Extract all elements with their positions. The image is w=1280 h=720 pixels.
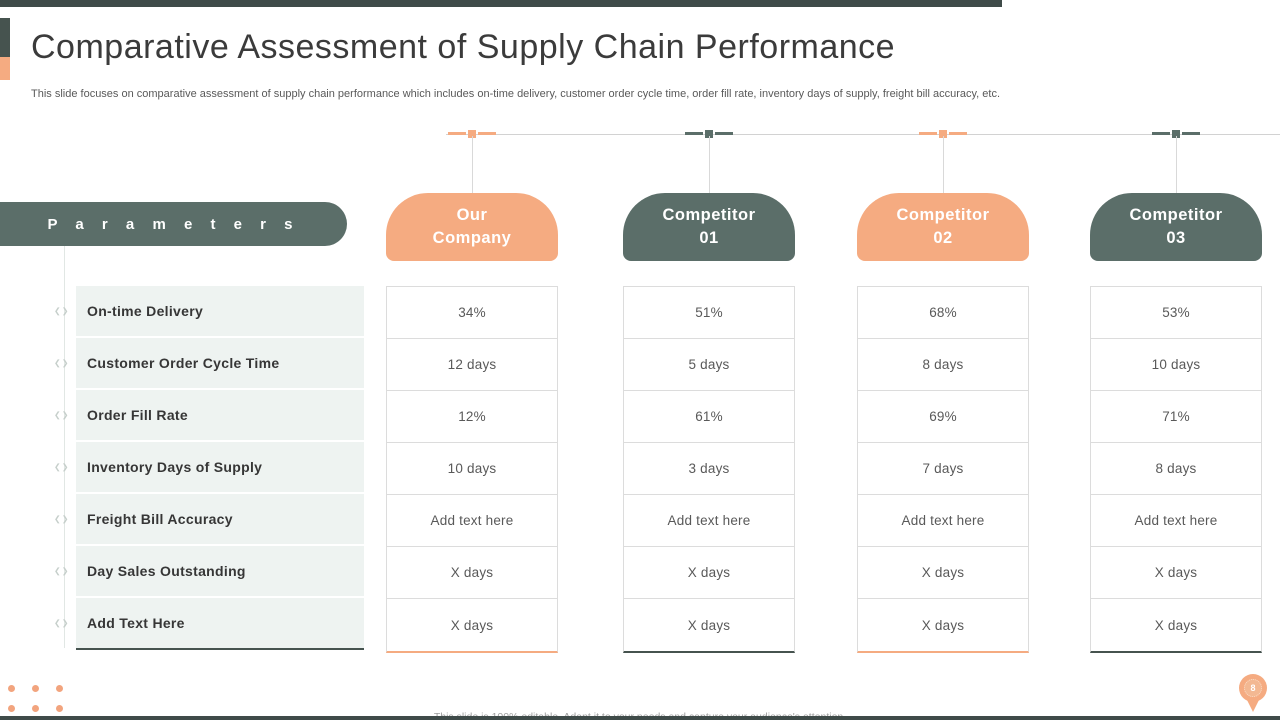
connector-line [446, 134, 1280, 135]
tick-left-icon [448, 132, 466, 135]
value-cell[interactable]: Add text here [624, 495, 794, 547]
tick-right-icon [1182, 132, 1200, 135]
value-cell[interactable]: 7 days [858, 443, 1028, 495]
footer-note: This slide is 100% editable. Adapt it to… [0, 711, 1280, 720]
title-accent-peach [0, 57, 10, 80]
value-column-2: 68% 8 days 69% 7 days Add text here X days X d… [857, 286, 1029, 653]
row-marker-icon: ❮❯ [54, 618, 70, 628]
value-cell[interactable]: 12 days [387, 339, 557, 391]
dot-icon [32, 685, 39, 692]
row-marker-icon: ❮❯ [54, 306, 70, 316]
page-number: 8 [1244, 679, 1262, 697]
value-cell[interactable]: X days [858, 547, 1028, 599]
parameters-header: P a r a m e t e r s [0, 202, 347, 246]
tick-right-icon [478, 132, 496, 135]
value-cell[interactable]: 51% [624, 287, 794, 339]
parameter-label-row: ❮❯ Order Fill Rate [54, 390, 364, 440]
bottom-accent-bar [0, 716, 1280, 720]
value-cell[interactable]: 10 days [387, 443, 557, 495]
value-cell[interactable]: 71% [1091, 391, 1261, 443]
parameter-label: Customer Order Cycle Time [87, 355, 280, 371]
tick-right-icon [949, 132, 967, 135]
value-cell[interactable]: 68% [858, 287, 1028, 339]
parameter-label: On-time Delivery [87, 303, 204, 319]
tick-left-icon [685, 132, 703, 135]
value-cell[interactable]: 3 days [624, 443, 794, 495]
row-marker-icon: ❮❯ [54, 358, 70, 368]
connector-drop-line [472, 136, 473, 193]
value-cell[interactable]: X days [921, 617, 965, 633]
dot-icon [8, 705, 15, 712]
value-cell[interactable]: 5 days [624, 339, 794, 391]
column-header-0: Our Company [386, 193, 558, 261]
value-cell[interactable]: X days [1091, 547, 1261, 599]
parameter-label: Add Text Here [87, 615, 185, 631]
column-header-3: Competitor 03 [1090, 193, 1262, 261]
dot-icon [56, 705, 63, 712]
row-marker-icon: ❮❯ [54, 410, 70, 420]
tick-right-icon [715, 132, 733, 135]
tick-square-icon [1172, 130, 1180, 138]
value-cell[interactable]: 61% [624, 391, 794, 443]
title-accent-dark [0, 18, 10, 57]
row-marker-icon: ❮❯ [54, 514, 70, 524]
dot-icon [56, 685, 63, 692]
parameter-label-row: ❮❯ Customer Order Cycle Time [54, 338, 364, 388]
value-cell[interactable]: 53% [1091, 287, 1261, 339]
parameter-label-row: ❮❯ Freight Bill Accuracy [54, 494, 364, 544]
top-accent-bar [0, 0, 1002, 7]
page-title: Comparative Assessment of Supply Chain P… [31, 28, 896, 66]
connector-drop-line [1176, 136, 1177, 193]
value-cell[interactable]: Add text here [1091, 495, 1261, 547]
value-cell[interactable]: 8 days [1091, 443, 1261, 495]
value-cell[interactable]: 8 days [858, 339, 1028, 391]
connector-drop-line [943, 136, 944, 193]
parameter-label-row: ❮❯ Inventory Days of Supply [54, 442, 364, 492]
parameter-label: Day Sales Outstanding [87, 563, 246, 579]
slide-subtitle: This slide focuses on comparative assess… [31, 88, 1001, 100]
value-cell[interactable]: X days [387, 547, 557, 599]
parameter-label-row: ❮❯ Day Sales Outstanding [54, 546, 364, 596]
parameter-label-row: ❮❯ Add Text Here [54, 598, 364, 648]
value-column-3: 53% 10 days 71% 8 days Add text here X days X … [1090, 286, 1262, 653]
row-marker-icon: ❮❯ [54, 566, 70, 576]
value-cell[interactable]: X days [1154, 617, 1198, 633]
left-guide-line [64, 246, 65, 648]
value-cell[interactable]: 12% [387, 391, 557, 443]
parameter-label-column: ❮❯ On-time Delivery ❮❯ Customer Order Cycle… [54, 286, 364, 650]
tick-square-icon [939, 130, 947, 138]
value-cell[interactable]: X days [687, 617, 731, 633]
parameter-label: Inventory Days of Supply [87, 459, 263, 475]
column-header-2: Competitor 02 [857, 193, 1029, 261]
tick-square-icon [468, 130, 476, 138]
value-cell[interactable]: Add text here [387, 495, 557, 547]
value-cell[interactable]: 34% [387, 287, 557, 339]
value-column-0: 34% 12 days 12% 10 days Add text here X days X… [386, 286, 558, 653]
page-number-pin: 8 [1239, 674, 1267, 714]
tick-square-icon [705, 130, 713, 138]
parameter-label: Order Fill Rate [87, 407, 188, 423]
dot-icon [8, 685, 15, 692]
value-column-1: 51% 5 days 61% 3 days Add text here X days X d… [623, 286, 795, 653]
label-column-underline [76, 648, 364, 650]
value-cell[interactable]: Add text here [858, 495, 1028, 547]
column-header-1: Competitor 01 [623, 193, 795, 261]
tick-left-icon [1152, 132, 1170, 135]
parameter-label-row: ❮❯ On-time Delivery [54, 286, 364, 336]
value-cell[interactable]: X days [450, 617, 494, 633]
value-cell[interactable]: X days [624, 547, 794, 599]
parameter-label: Freight Bill Accuracy [87, 511, 233, 527]
pin-tail-icon [1247, 700, 1259, 712]
tick-left-icon [919, 132, 937, 135]
connector-drop-line [709, 136, 710, 193]
value-cell[interactable]: 10 days [1091, 339, 1261, 391]
row-marker-icon: ❮❯ [54, 462, 70, 472]
dot-icon [32, 705, 39, 712]
value-cell[interactable]: 69% [858, 391, 1028, 443]
